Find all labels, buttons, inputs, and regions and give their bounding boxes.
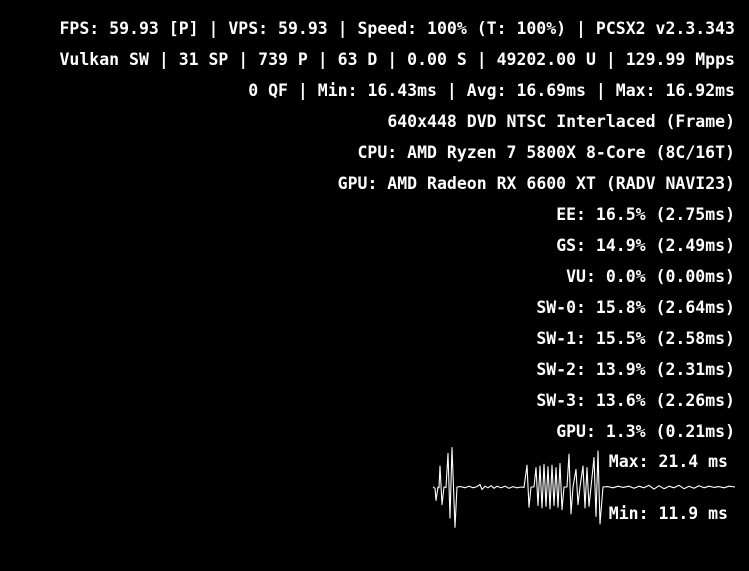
stat-line: SW-0: 15.8% (2.64ms)	[536, 298, 735, 317]
stat-line: SW-1: 15.5% (2.58ms)	[536, 329, 735, 348]
stat-line: GS: 14.9% (2.49ms)	[556, 236, 735, 255]
stat-line: Vulkan SW | 31 SP | 739 P | 63 D | 0.00 …	[59, 50, 735, 69]
frame-time-graph	[433, 446, 735, 528]
stat-line: 0 QF | Min: 16.43ms | Avg: 16.69ms | Max…	[248, 81, 735, 100]
stat-line: 640x448 DVD NTSC Interlaced (Frame)	[387, 112, 735, 131]
stat-line: SW-3: 13.6% (2.26ms)	[536, 391, 735, 410]
stat-line: GPU: 1.3% (0.21ms)	[556, 422, 735, 441]
frame-time-max-label: Max: 21.4 ms	[608, 452, 728, 471]
stat-line: GPU: AMD Radeon RX 6600 XT (RADV NAVI23)	[337, 174, 735, 193]
frame-time-min-label: Min: 11.9 ms	[608, 504, 728, 523]
stat-line: SW-2: 13.9% (2.31ms)	[536, 360, 735, 379]
stat-line: EE: 16.5% (2.75ms)	[556, 205, 735, 224]
stat-line: CPU: AMD Ryzen 7 5800X 8-Core (8C/16T)	[357, 143, 736, 162]
frame-time-polyline	[433, 446, 735, 528]
stat-line: FPS: 59.93 [P] | VPS: 59.93 | Speed: 100…	[59, 19, 735, 38]
stat-line: VU: 0.0% (0.00ms)	[566, 267, 735, 286]
performance-stats: FPS: 59.93 [P] | VPS: 59.93 | Speed: 100…	[59, 13, 735, 447]
